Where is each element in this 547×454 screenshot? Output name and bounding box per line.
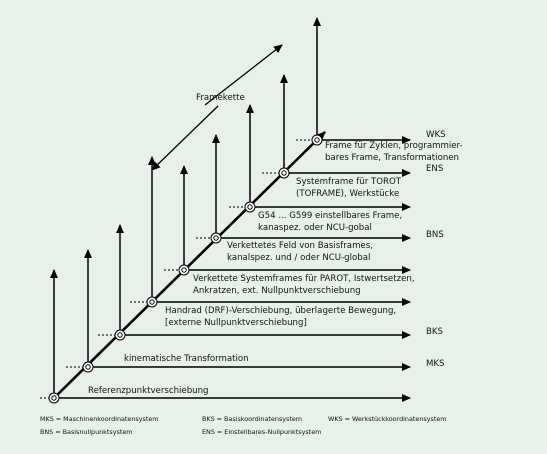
frame-label-kin: kinematische Transformation [124,354,249,364]
frame-label-g54-1: G54 ... G599 einstellbares Frame, [258,211,402,221]
frame-label-basisframes-1: Verkettetes Feld von Basisframes, [227,241,373,251]
frame-label-handrad-1: Handrad (DRF)-Verschiebung, überlagerte … [165,306,396,316]
frame-label-systemframes-2: Ankratzen, ext. Nullpunktverschiebung [193,286,361,296]
legend-mks: MKS = Maschinenkoordinatensystem [40,415,159,423]
framekette-label: Framekette [196,93,245,103]
frame-label-torot-1: Systemframe für TOROT [296,177,402,187]
axis-label-bks: BKS [426,327,443,337]
frame-label-ref: Referenzpunktverschiebung [88,386,209,396]
origin-markers [48,134,323,404]
frame-label-handrad-2: [externe Nullpunktverschiebung] [165,318,307,328]
frame-label-torot-2: (TOFRAME), Werkstücke [296,189,399,199]
frame-label-g54-2: kanaspez. oder NCU-gobal [258,223,372,233]
legend-bns: BNS = Basisnullpunktsystem [40,428,133,436]
legend: MKS = Maschinenkoordinatensystem BKS = B… [40,415,447,436]
frame-label-zyklen-2: bares Frame, Transformationen [325,153,459,163]
framekette-arrows [151,44,283,171]
axis-label-mks: MKS [426,359,445,369]
axis-label-bns: BNS [426,230,444,240]
axis-label-ens: ENS [426,164,443,174]
legend-bks: BKS = Basiskoordinatensystem [202,415,302,423]
frame-label-zyklen-1: Frame für Zyklen, programmier- [325,141,463,151]
axis-label-wks: WKS [426,130,446,140]
frame-label-systemframes-1: Verkettete Systemframes für PAROT, Istwe… [193,274,415,284]
legend-wks: WKS = Werkstückkoordinatensystem [328,415,447,423]
frame-label-basisframes-2: kanalspez. und / oder NCU-global [227,253,370,263]
vertical-arrows [50,17,321,398]
horizontal-arrows [54,136,411,402]
legend-ens: ENS = Einstellbares-Nullpunktsystem [202,428,321,436]
